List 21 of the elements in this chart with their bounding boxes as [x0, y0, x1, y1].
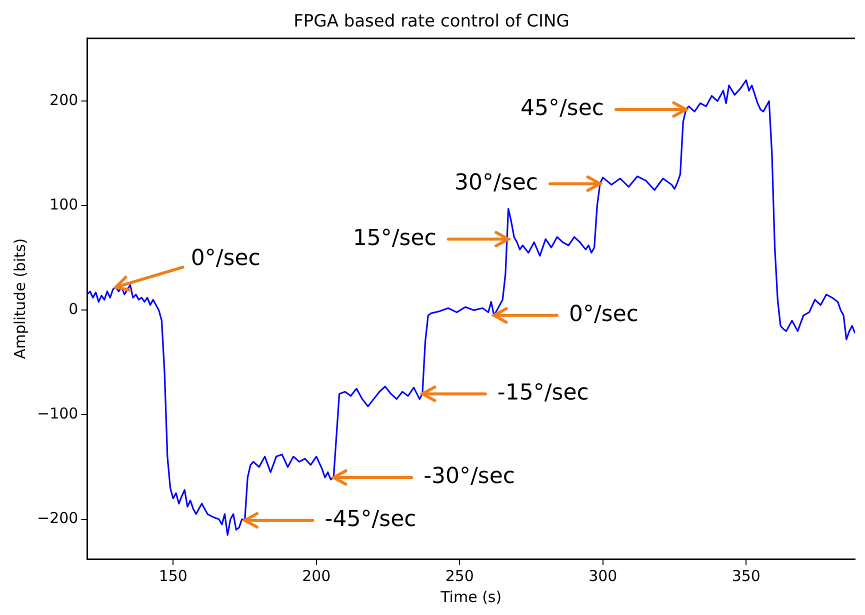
x-tick-label: 250: [445, 566, 474, 585]
x-tick-label: 200: [302, 566, 331, 585]
annotation: 45°/sec: [520, 96, 604, 122]
chart-title: FPGA based rate control of CING: [294, 12, 570, 32]
y-tick-label: 100: [50, 196, 78, 214]
x-tick-label: 350: [732, 566, 760, 585]
annotation: 30°/sec: [454, 170, 538, 196]
annotation: -30°/sec: [424, 464, 516, 490]
annotation: 0°/sec: [569, 302, 639, 328]
y-tick-label: 0: [68, 300, 78, 318]
y-tick-label: −100: [36, 404, 78, 423]
annotation: 15°/sec: [352, 226, 436, 251]
annotation: -45°/sec: [324, 507, 416, 532]
x-tick-label: 300: [588, 566, 618, 585]
y-tick-label: −200: [36, 509, 78, 528]
x-tick-label: 150: [158, 566, 188, 585]
y-axis-title: Amplitude (bits): [10, 238, 29, 360]
annotation: -15°/sec: [497, 380, 589, 406]
y-tick-label: 200: [50, 91, 78, 110]
x-axis-title: Time (s): [440, 588, 502, 606]
annotation: 0°/sec: [190, 246, 260, 271]
